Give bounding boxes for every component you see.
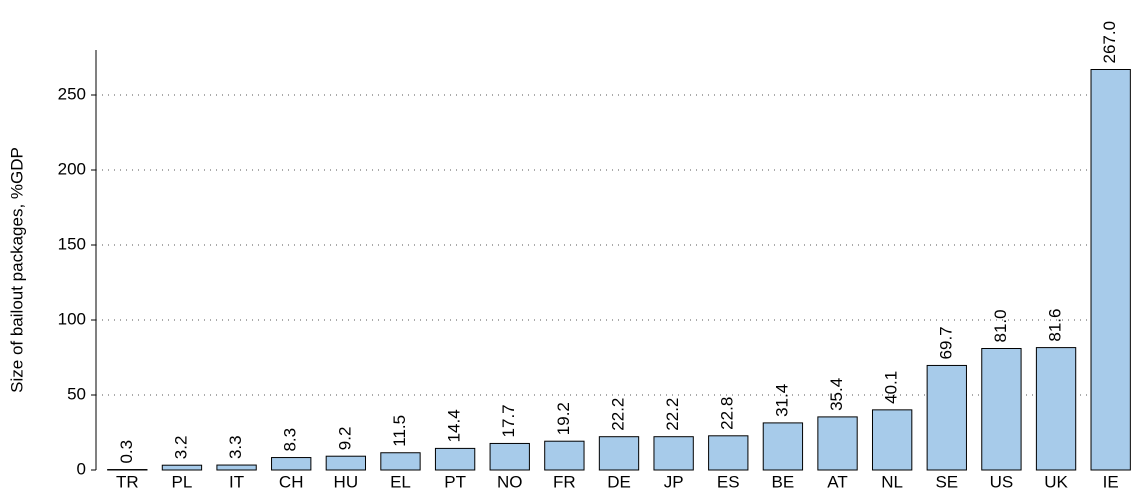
x-tick-label: IE — [1103, 472, 1119, 491]
x-tick-label: IT — [229, 472, 244, 491]
value-label: 35.4 — [827, 378, 846, 411]
bar — [653, 436, 694, 471]
x-tick-label: DE — [607, 472, 631, 491]
value-label: 11.5 — [390, 415, 409, 447]
x-tick-label: JP — [664, 472, 684, 491]
x-tick-label: AT — [827, 472, 847, 491]
y-tick-label: 50 — [67, 384, 86, 403]
bar — [762, 422, 804, 471]
y-tick-label: 100 — [58, 309, 86, 328]
bar — [161, 464, 203, 471]
value-label: 22.2 — [663, 398, 682, 431]
x-tick-label: SE — [935, 472, 958, 491]
value-label: 22.8 — [718, 397, 737, 430]
x-tick-label: US — [990, 472, 1014, 491]
bar — [981, 348, 1022, 471]
bar — [271, 457, 312, 471]
value-label: 31.4 — [772, 384, 791, 417]
y-tick-label: 150 — [58, 234, 86, 253]
y-axis-label: Size of bailout packages, %GDP — [7, 147, 26, 393]
value-label: 8.3 — [281, 428, 300, 452]
x-tick-label: HU — [334, 472, 359, 491]
x-tick-label: ES — [717, 472, 740, 491]
bar — [1090, 69, 1131, 471]
y-tick-label: 200 — [58, 159, 86, 178]
value-label: 3.3 — [226, 435, 245, 459]
bar — [708, 435, 749, 471]
bar — [598, 436, 640, 471]
value-label: 17.7 — [499, 404, 518, 437]
value-label: 81.0 — [991, 309, 1010, 342]
y-tick-label: 0 — [77, 459, 86, 478]
value-label: 69.7 — [936, 326, 955, 359]
value-label: 40.1 — [882, 371, 901, 404]
bar — [544, 440, 585, 471]
x-tick-label: PT — [444, 472, 466, 491]
x-tick-label: EL — [390, 472, 411, 491]
value-label: 19.2 — [554, 402, 573, 435]
x-tick-label: TR — [116, 472, 139, 491]
x-tick-label: UK — [1044, 472, 1068, 491]
value-label: 0.3 — [117, 440, 136, 464]
bar — [325, 455, 367, 471]
bar — [216, 464, 257, 471]
value-label: 267.0 — [1100, 21, 1119, 64]
value-label: 22.2 — [608, 398, 627, 431]
x-tick-label: CH — [279, 472, 304, 491]
bar — [434, 447, 476, 471]
x-tick-label: NL — [881, 472, 903, 491]
x-tick-label: NO — [497, 472, 523, 491]
x-tick-label: PL — [172, 472, 193, 491]
bar — [1035, 347, 1077, 471]
bar — [926, 364, 967, 471]
value-label: 9.2 — [335, 427, 354, 451]
bar — [871, 409, 913, 471]
bar — [489, 442, 530, 471]
value-label: 81.6 — [1046, 309, 1065, 342]
x-tick-label: BE — [772, 472, 795, 491]
bar — [380, 452, 421, 471]
value-label: 14.4 — [445, 409, 464, 442]
x-tick-label: FR — [553, 472, 576, 491]
value-label: 3.2 — [171, 436, 190, 460]
y-tick-label: 250 — [58, 84, 86, 103]
bar — [817, 416, 858, 471]
